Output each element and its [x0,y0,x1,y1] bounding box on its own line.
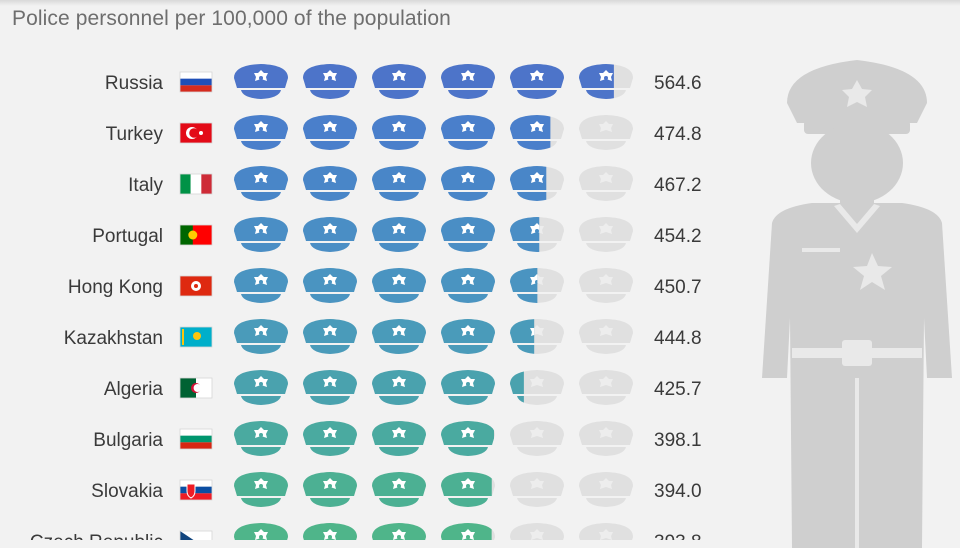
header-band [0,0,960,6]
chart-subtitle: Police personnel per 100,000 of the popu… [12,7,451,30]
flag-turkey [179,122,213,144]
flag-algeria [179,377,213,399]
police-cap-icon [579,370,633,405]
row-label: Turkey [106,124,164,145]
row-label: Portugal [92,226,163,247]
flag-portugal [179,224,213,246]
flag-bulgaria [179,428,213,450]
row-value: 564.6 [654,73,702,94]
row-value: 425.7 [654,379,702,400]
chart-row: Italy 467.2 [128,166,702,201]
flag-slovakia [179,479,213,501]
police-officer-icon [762,60,952,548]
police-cap-icon [579,421,633,456]
row-label: Slovakia [91,481,163,502]
row-label: Algeria [104,379,164,400]
flag-russia [179,71,213,93]
police-cap-icon [579,319,633,354]
police-cap-icon [510,472,564,507]
police-cap-icon [579,217,633,252]
chart-row: Hong Kong 450.7 [68,268,702,303]
chart-row: Kazakhstan 444.8 [64,319,702,354]
police-cap-icon [510,421,564,456]
row-value: 393.8 [654,532,702,540]
flag-kazakhstan [179,326,213,348]
row-label: Bulgaria [93,430,163,451]
row-value: 467.2 [654,175,702,196]
row-label: Czech Republic [30,532,163,540]
flag-hong-kong [179,275,213,297]
chart-row: Bulgaria 398.1 [93,421,702,456]
row-value: 474.8 [654,124,702,145]
row-label: Russia [105,73,164,94]
police-cap-icon [579,166,633,201]
row-value: 398.1 [654,430,702,451]
row-label: Italy [128,175,163,196]
row-value: 454.2 [654,226,702,247]
flag-czech-republic [179,530,213,540]
chart-row: Algeria 425.7 [104,370,702,405]
chart-row: Slovakia 394.0 [91,472,702,507]
row-value: 394.0 [654,481,702,502]
row-value: 444.8 [654,328,702,349]
police-cap-icon [579,268,633,303]
chart-row: Russia 564.6 [105,64,702,99]
police-cap-icon [579,472,633,507]
flag-italy [179,173,213,195]
row-label: Kazakhstan [64,328,163,349]
chart-row: Turkey 474.8 [106,115,702,150]
row-label: Hong Kong [68,277,163,298]
police-cap-icon [579,115,633,150]
police-cap-icon [579,523,633,540]
chart-row: Czech Republic 393.8 [30,523,702,540]
police-cap-icon [510,523,564,540]
chart-row: Portugal 454.2 [92,217,702,252]
row-value: 450.7 [654,277,702,298]
